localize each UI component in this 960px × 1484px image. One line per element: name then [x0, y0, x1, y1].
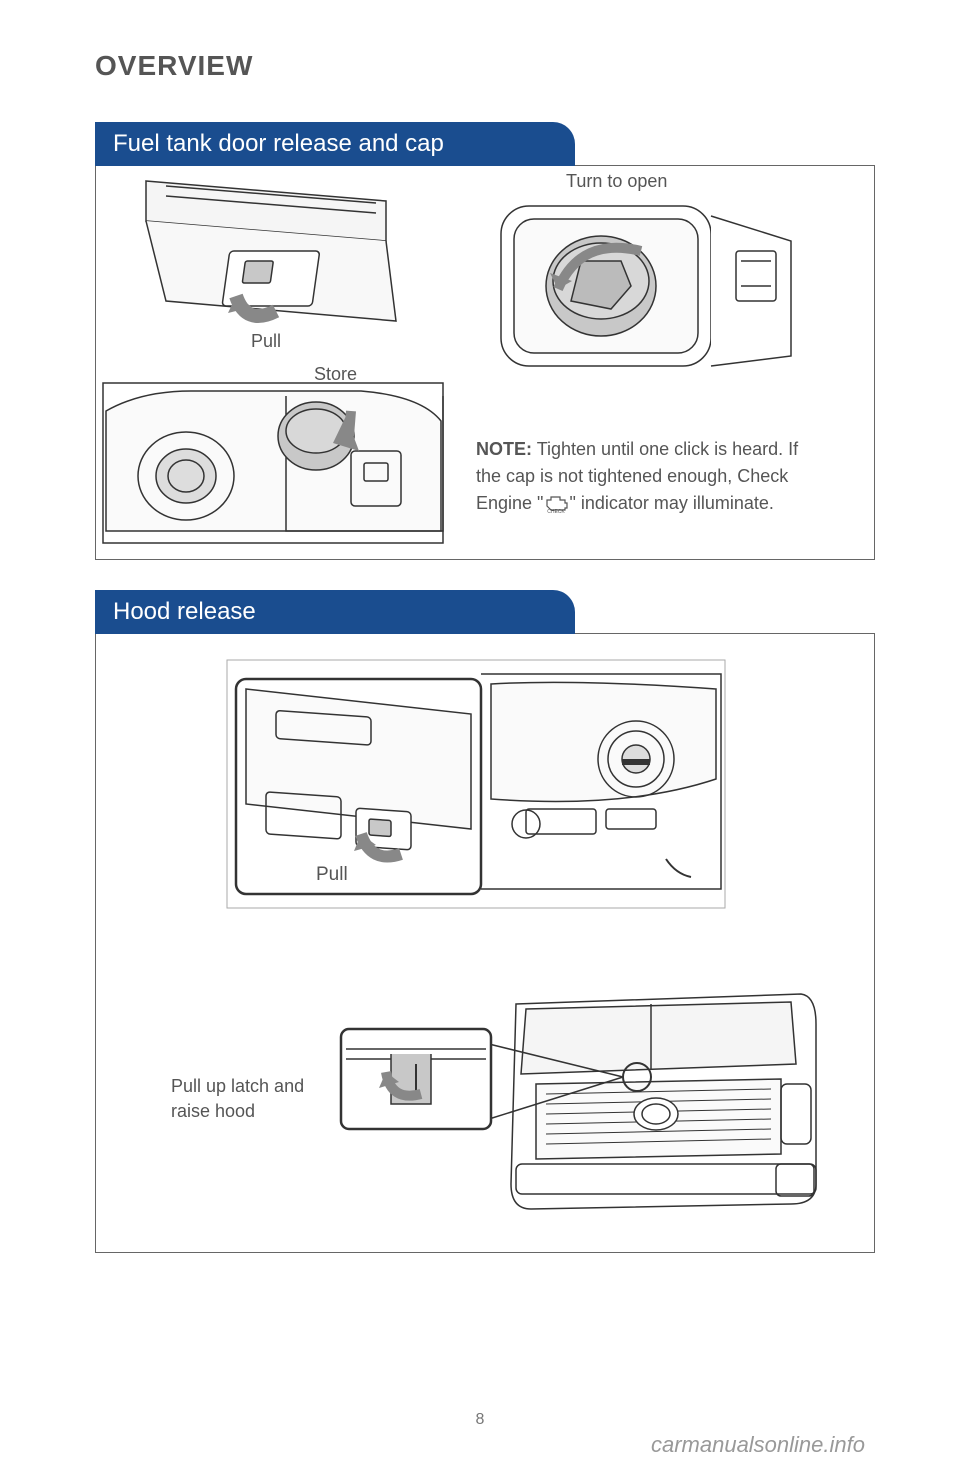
- hood-section-body: Pull: [95, 633, 875, 1253]
- fuel-pull-label: Pull: [251, 331, 281, 352]
- check-engine-icon: CHECK: [543, 495, 569, 513]
- watermark: carmanualsonline.info: [651, 1432, 865, 1458]
- page-header: OVERVIEW: [95, 50, 875, 82]
- fuel-note: NOTE: Tighten until one click is heard. …: [476, 436, 816, 517]
- svg-text:CHECK: CHECK: [548, 509, 566, 513]
- note-prefix: NOTE:: [476, 439, 532, 459]
- fuel-cap-turn-illustration: [486, 191, 816, 381]
- section-title-hood: Hood release: [95, 590, 575, 634]
- hood-pull-label: Pull: [316, 864, 348, 886]
- fuel-store-illustration: [101, 381, 446, 546]
- fuel-pull-illustration: [126, 171, 406, 351]
- hood-latch-label: Pull up latch and raise hood: [171, 1074, 321, 1124]
- hood-pull-illustration: [226, 659, 726, 909]
- fuel-section-body: Pull Turn to open Store: [95, 165, 875, 560]
- note-body-2: " indicator may illuminate.: [569, 493, 773, 513]
- fuel-turn-label: Turn to open: [566, 171, 667, 192]
- hood-release-section: Hood release: [95, 590, 875, 1253]
- hood-latch-illustration: [321, 954, 821, 1234]
- section-title-fuel: Fuel tank door release and cap: [95, 122, 575, 166]
- page-number: 8: [476, 1411, 485, 1429]
- fuel-tank-section: Fuel tank door release and cap Pull Turn…: [95, 122, 875, 560]
